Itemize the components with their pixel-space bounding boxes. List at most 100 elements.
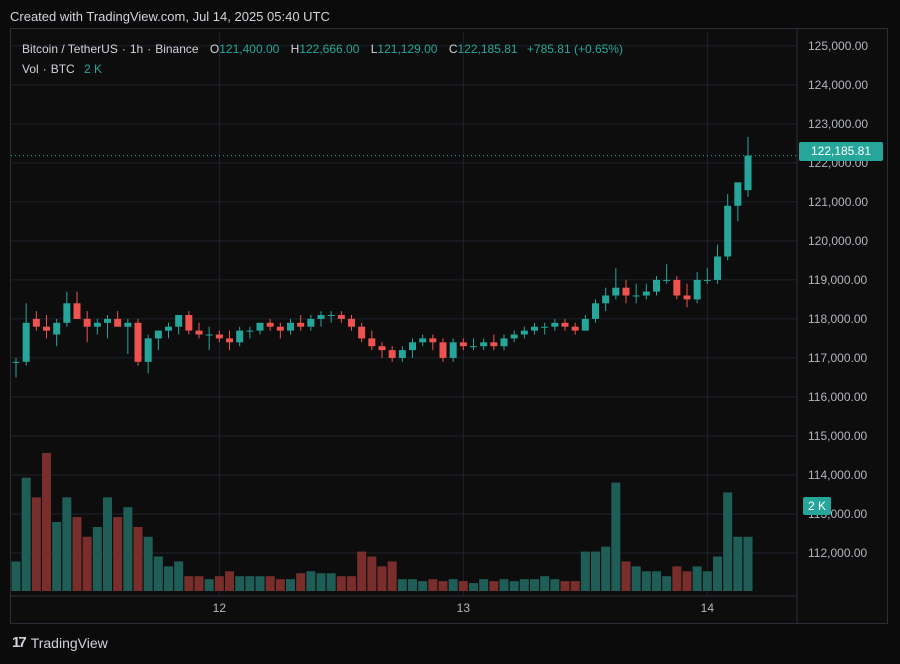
- candle-body: [439, 342, 447, 358]
- candle-body: [215, 334, 223, 339]
- legend-volume-row: Vol · BTC 2 K: [22, 62, 103, 76]
- y-tick-label: 114,000.00: [808, 468, 867, 482]
- last-price-tag: 122,185.81: [799, 142, 883, 161]
- candle-body: [632, 295, 640, 297]
- candle-body: [703, 279, 711, 281]
- volume-bar: [204, 579, 214, 591]
- last-volume-tag: 2 K: [803, 497, 831, 515]
- volume-bar: [408, 579, 417, 591]
- volume-bar: [377, 566, 387, 591]
- candle-body: [276, 326, 284, 331]
- volume-bar: [174, 561, 184, 591]
- candle-body: [236, 330, 244, 343]
- close-value: 122,185.81: [457, 42, 518, 56]
- volume-bar: [418, 581, 428, 591]
- volume-bar: [347, 576, 356, 591]
- volume-bar: [286, 579, 295, 591]
- volume-bar: [397, 579, 407, 591]
- volume-bar: [713, 556, 722, 591]
- volume-bar: [519, 579, 529, 591]
- low-value: 121,129.00: [377, 42, 438, 56]
- volume-bar: [692, 566, 702, 591]
- candle-body: [348, 318, 355, 327]
- candle-body: [368, 338, 376, 347]
- volume-bar: [702, 571, 712, 591]
- volume-bar: [52, 522, 62, 591]
- y-tick-label: 119,000.00: [808, 273, 867, 287]
- candle-body: [663, 279, 671, 281]
- candle-body: [561, 322, 569, 327]
- volume-bar: [367, 556, 377, 591]
- candle-body: [510, 334, 518, 339]
- volume-bar: [743, 536, 753, 591]
- interval-label[interactable]: 1h: [129, 42, 144, 56]
- candle-body: [175, 315, 183, 327]
- candle-body: [43, 326, 50, 331]
- volume-bar: [530, 579, 539, 591]
- candle-body: [358, 326, 366, 339]
- candle-body: [683, 295, 691, 300]
- volume-bar: [489, 581, 499, 591]
- candle-body: [409, 342, 416, 351]
- candle-body: [571, 326, 579, 331]
- volume-bar: [336, 576, 346, 591]
- candle-body: [144, 338, 152, 362]
- volume-bar: [621, 561, 631, 591]
- candle-body: [714, 256, 721, 280]
- volume-bar: [62, 497, 72, 591]
- volume-bar: [143, 536, 153, 591]
- candle-body: [317, 315, 325, 319]
- open-value: 121,400.00: [219, 42, 280, 56]
- candle-body: [429, 338, 437, 343]
- volume-bar: [662, 576, 672, 591]
- volume-bar: [214, 576, 224, 591]
- created-with-text: Created with TradingView.com, Jul 14, 20…: [10, 9, 330, 24]
- y-tick-label: 120,000.00: [808, 234, 868, 248]
- candle-body: [551, 322, 559, 327]
- candle-body: [185, 315, 193, 331]
- y-tick-label: 118,000.00: [808, 312, 867, 326]
- y-tick-label: 123,000.00: [808, 117, 868, 131]
- candle-body: [226, 338, 233, 343]
- candle-body: [734, 182, 742, 206]
- volume-bar: [611, 482, 621, 591]
- candle-body: [337, 315, 345, 319]
- volume-bar: [672, 566, 682, 591]
- volume-bar: [184, 576, 194, 591]
- y-tick-label: 121,000.00: [808, 195, 868, 209]
- candle-body: [500, 338, 508, 347]
- tradingview-logo[interactable]: 17 TradingView: [12, 634, 108, 651]
- x-tick-label: 14: [701, 601, 715, 615]
- candle-body: [287, 322, 294, 331]
- open-label: O: [209, 42, 220, 56]
- volume-bar: [458, 581, 468, 591]
- candle-body: [12, 361, 20, 363]
- volume-bar: [316, 573, 326, 591]
- header-bar: Created with TradingView.com, Jul 14, 20…: [0, 0, 900, 32]
- candle-body: [378, 346, 386, 351]
- symbol-name[interactable]: Bitcoin / TetherUS: [22, 42, 118, 56]
- volume-bar: [540, 576, 550, 591]
- volume-bar: [550, 579, 560, 591]
- volume-bar: [357, 551, 367, 591]
- y-tick-label: 112,000.00: [808, 546, 867, 560]
- volume-bar: [428, 579, 438, 591]
- candle-body: [470, 346, 477, 348]
- y-tick-label: 117,000.00: [808, 351, 867, 365]
- volume-bar: [733, 536, 743, 591]
- candle-body: [32, 318, 40, 327]
- volume-bar: [682, 571, 692, 591]
- volume-bar: [570, 581, 580, 591]
- volume-bar: [275, 579, 285, 591]
- candle-body: [195, 330, 203, 335]
- candle-body: [622, 287, 630, 296]
- candle-body: [266, 322, 274, 327]
- y-tick-label: 125,000.00: [808, 39, 868, 53]
- low-label: L: [370, 42, 378, 56]
- volume-bar: [631, 566, 641, 591]
- volume-label[interactable]: Vol: [22, 62, 39, 76]
- exchange-label: Binance: [155, 42, 199, 56]
- candle-body: [459, 342, 467, 347]
- candle-body: [592, 303, 599, 319]
